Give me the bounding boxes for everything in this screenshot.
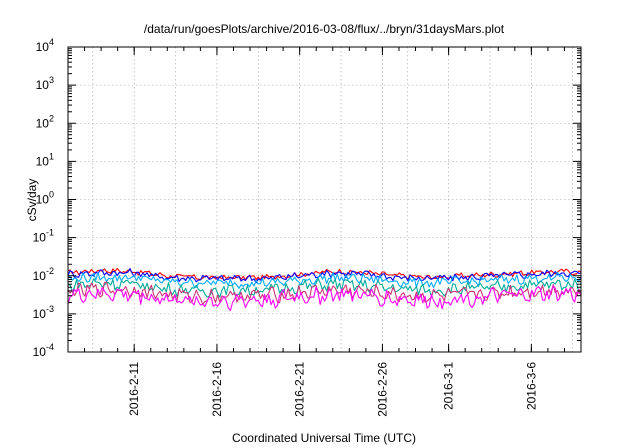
y-tick-exponent: -2 xyxy=(46,266,54,276)
y-tick-label: 101 xyxy=(36,151,54,168)
tick-marks xyxy=(67,46,582,353)
x-tick-label: 2016-2-21 xyxy=(293,362,307,417)
x-tick-label: 2016-2-11 xyxy=(127,362,141,416)
x-tick-label: 2016-3-1 xyxy=(442,362,456,410)
y-tick-label: 10-2 xyxy=(33,266,54,283)
y-tick-base: 10 xyxy=(33,345,47,359)
chart-title: /data/run/goesPlots/archive/2016-03-08/f… xyxy=(144,22,505,36)
y-tick-exponent: 3 xyxy=(49,75,54,85)
x-tick-labels: 2016-2-11 2016-2-16 2016-2-21 2016-2-26 2016… xyxy=(127,362,538,417)
y-tick-base: 10 xyxy=(36,40,50,54)
y-tick-exponent: 4 xyxy=(49,37,54,47)
y-tick-exponent: 0 xyxy=(49,190,54,200)
y-tick-exponent: -3 xyxy=(46,304,54,314)
series-line-5 xyxy=(67,281,582,305)
y-tick-exponent: 1 xyxy=(49,151,54,161)
y-tick-label: 102 xyxy=(36,113,54,130)
x-tick-label: 2016-3-6 xyxy=(524,362,538,410)
y-tick-base: 10 xyxy=(33,231,47,245)
y-tick-label: 104 xyxy=(36,37,54,54)
y-tick-exponent: 2 xyxy=(49,113,54,123)
y-tick-label: 100 xyxy=(36,190,54,207)
y-tick-base: 10 xyxy=(36,154,50,168)
y-tick-base: 10 xyxy=(36,193,50,207)
y-tick-base: 10 xyxy=(33,307,47,321)
y-tick-base: 10 xyxy=(36,78,50,92)
series-layer xyxy=(67,267,582,312)
x-axis-label: Coordinated Universal Time (UTC) xyxy=(232,431,416,445)
series-line-3 xyxy=(67,271,582,289)
y-tick-label: 10-3 xyxy=(33,304,54,321)
y-axis-label: cSv/day xyxy=(25,179,39,222)
grid-lines xyxy=(68,47,581,352)
y-tick-label: 10-4 xyxy=(33,342,54,359)
y-tick-label: 10-1 xyxy=(33,228,54,245)
x-tick-label: 2016-2-16 xyxy=(210,362,224,417)
series-line-4 xyxy=(67,278,582,298)
series-line-6 xyxy=(67,285,582,312)
y-tick-base: 10 xyxy=(33,269,47,283)
y-tick-base: 10 xyxy=(36,116,50,130)
y-tick-label: 103 xyxy=(36,75,54,92)
x-tick-label: 2016-2-26 xyxy=(375,362,389,417)
y-tick-exponent: -4 xyxy=(46,342,54,352)
y-tick-exponent: -1 xyxy=(46,228,54,238)
